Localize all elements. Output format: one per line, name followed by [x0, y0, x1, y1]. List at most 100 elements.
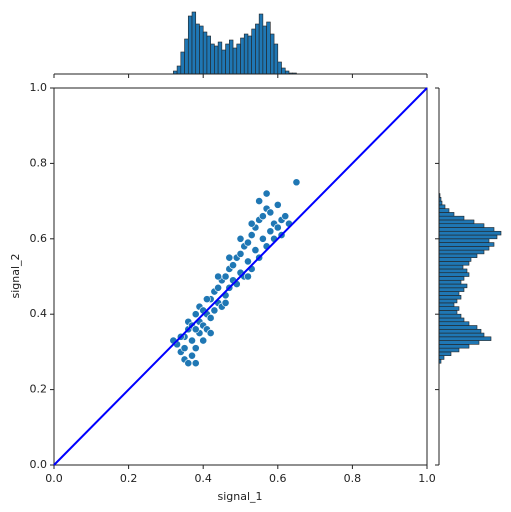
scatter-point [236, 234, 245, 243]
scatter-point [214, 272, 223, 281]
x-hist-bar [191, 11, 197, 75]
scatter-point [206, 329, 215, 337]
y-hist-bar [438, 272, 470, 277]
x-hist-bar [277, 61, 282, 75]
y-axis-label: signal_2 [9, 253, 22, 298]
scatter-point [262, 189, 271, 198]
scatter-point [206, 314, 215, 322]
y-hist-bar [438, 347, 460, 353]
y-hist-bar [438, 223, 485, 228]
scatter-point [273, 223, 282, 232]
scatter-point [247, 219, 256, 228]
y-hist-bar [438, 332, 485, 338]
scatter-point [266, 227, 275, 236]
fit-line [53, 87, 428, 466]
y-tick-label: 0.8 [30, 156, 48, 169]
scatter-point [188, 351, 196, 360]
x-hist-bar [202, 31, 208, 75]
x-hist-bar [266, 21, 271, 75]
x-hist-bar [210, 43, 215, 75]
x-hist-bar [270, 33, 275, 75]
y-hist-bar [438, 249, 485, 255]
y-hist-bar [438, 276, 465, 281]
x-tick-label: 0.0 [45, 472, 63, 485]
y-hist-bar [438, 351, 452, 356]
scatter-point [191, 310, 200, 319]
y-hist-bar [438, 215, 465, 221]
y-hist-bar [438, 234, 498, 240]
y-hist-bar [438, 310, 458, 315]
y-hist-bar [438, 253, 478, 258]
x-hist-bar [195, 23, 200, 75]
x-hist-bar [187, 15, 193, 75]
scatter-point [191, 359, 200, 368]
x-hist-bar [214, 45, 219, 75]
x-hist-bar [225, 43, 230, 75]
y-hist-bar [438, 268, 468, 274]
y-hist-bar [438, 204, 446, 209]
y-tick-label: 1.0 [30, 81, 48, 94]
y-hist-bar [438, 306, 460, 311]
y-hist-bar [438, 261, 470, 266]
plot-frame [53, 87, 428, 466]
scatter-point [191, 344, 200, 353]
scatter-point [244, 238, 252, 247]
y-tick-label: 0.0 [30, 458, 48, 471]
y-hist-bar [438, 279, 462, 285]
scatter-point [258, 212, 267, 221]
y-hist-bar [438, 302, 455, 307]
scatter-point [225, 253, 234, 262]
y-hist-bar [438, 238, 490, 243]
x-hist-bar [232, 47, 238, 75]
y-hist-bar [438, 287, 465, 292]
scatter-point [188, 336, 196, 345]
x-hist-bar [221, 49, 226, 75]
x-tick-label: 0.8 [344, 472, 362, 485]
y-hist-bar [438, 291, 460, 296]
x-tick-label: 1.0 [418, 472, 436, 485]
y-hist-bar [438, 230, 502, 236]
y-tick-label: 0.4 [30, 307, 48, 320]
scatter-point [255, 197, 264, 205]
x-hist-bar [176, 65, 182, 75]
y-hist-bar [438, 340, 480, 345]
y-hist-bar [438, 344, 470, 349]
x-hist-bar [180, 51, 185, 75]
x-hist-bar [184, 38, 189, 75]
x-hist-bar [199, 25, 204, 75]
x-hist-bar [273, 43, 279, 75]
scatter-point [292, 178, 301, 187]
x-hist-bar [229, 39, 234, 75]
x-hist-bar [247, 35, 252, 75]
scatter-point [281, 212, 290, 221]
x-hist-bar [262, 25, 267, 75]
y-hist-bar [438, 242, 495, 247]
y-tick-label: 0.6 [30, 232, 48, 245]
y-hist-bar [438, 257, 472, 262]
scatter-point [221, 272, 230, 281]
x-tick-label: 0.2 [120, 472, 138, 485]
x-hist-bar [251, 28, 256, 75]
x-tick-label: 0.6 [269, 472, 287, 485]
x-hist-bar [217, 41, 223, 75]
y-hist-bar [438, 298, 458, 304]
y-hist-bar [438, 246, 490, 251]
x-tick-label: 0.4 [194, 472, 212, 485]
x-hist-bar [243, 33, 249, 75]
scatter-point [191, 325, 200, 334]
y-hist-bar [438, 208, 450, 213]
x-hist-bar [240, 37, 245, 75]
x-hist-bar [258, 13, 264, 75]
x-hist-bar [255, 23, 260, 75]
scatter-point [244, 257, 252, 266]
scatter-point [251, 246, 260, 255]
scatter-point [273, 200, 282, 209]
scatter-point [214, 283, 223, 292]
scatter-point [247, 231, 256, 239]
y-hist-bar [438, 212, 455, 217]
x-hist-bar [206, 35, 211, 75]
scatter-point [229, 261, 237, 270]
y-hist-bar [438, 313, 462, 319]
scatter-point [203, 295, 211, 304]
